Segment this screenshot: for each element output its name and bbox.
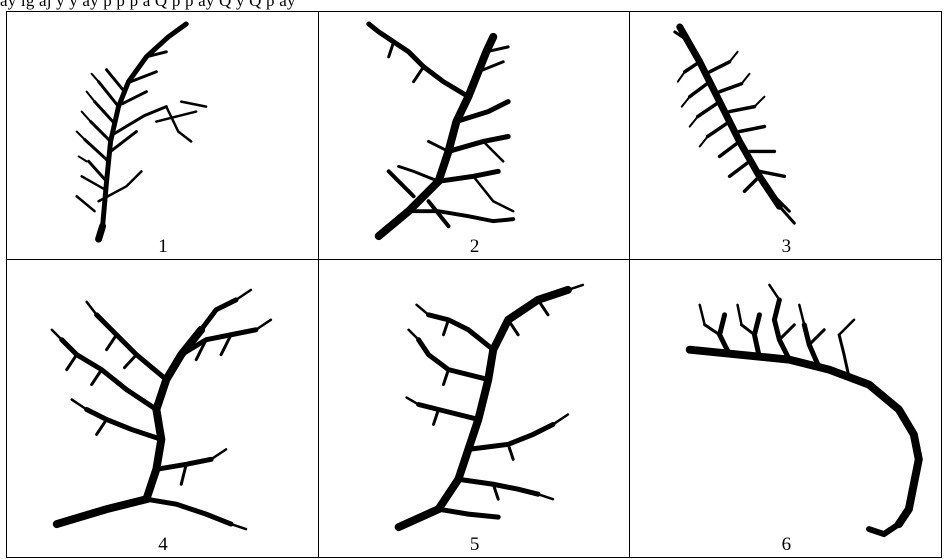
- panel-1: 1: [6, 11, 319, 260]
- panel-4: 4: [6, 259, 319, 558]
- panel-number: 6: [781, 534, 792, 555]
- figure-caption-fragment: ay ig aj y y ay p p p a Q p p ay Q y Q p…: [0, 0, 296, 10]
- narrow-dendritic-network-icon: [75, 21, 208, 243]
- panel-number: 2: [469, 236, 480, 257]
- panel-number: 1: [158, 236, 168, 257]
- panel-number: 4: [158, 534, 168, 555]
- arcuate-network-icon: [686, 283, 924, 538]
- drainage-pattern-grid: 1 2: [6, 11, 942, 558]
- panel-2: 2: [317, 11, 631, 260]
- panel-5: 5: [317, 259, 631, 558]
- parallel-dendritic-network-icon: [394, 283, 584, 532]
- branching-trunk-network-icon: [365, 21, 515, 241]
- panel-number: 3: [781, 236, 792, 257]
- panel-6: 6: [629, 259, 942, 558]
- panel-3: 3: [629, 11, 942, 260]
- elongated-leaf-network-icon: [673, 23, 797, 225]
- dense-dendritic-network-icon: [50, 288, 273, 531]
- panel-number: 5: [469, 534, 480, 555]
